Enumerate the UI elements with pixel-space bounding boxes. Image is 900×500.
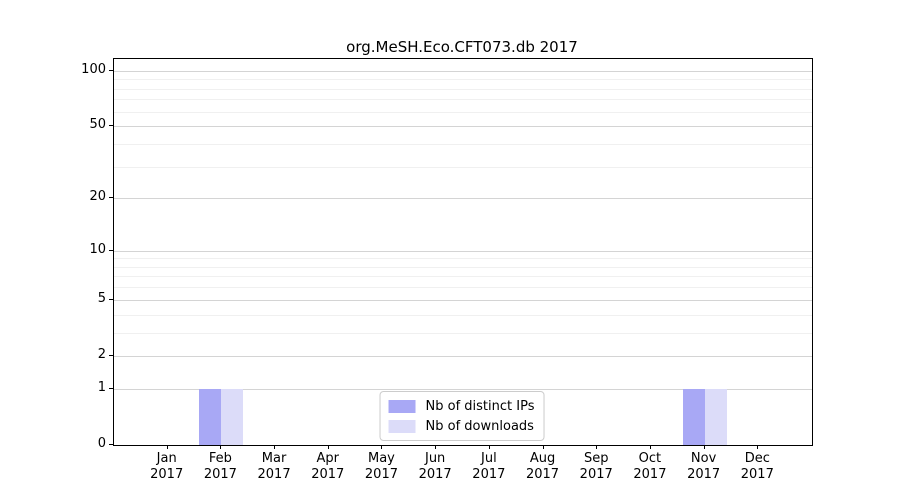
x-tick-month-dec: Dec xyxy=(744,451,770,466)
x-tick-year-sep: 2017 xyxy=(579,467,613,482)
y-tick-50 xyxy=(109,125,113,127)
legend-swatch-distinct-ips xyxy=(388,399,416,413)
chart-title: org.MeSH.Eco.CFT073.db 2017 xyxy=(346,38,578,56)
x-tick-year-oct: 2017 xyxy=(633,467,667,482)
gridline-minor-y-3 xyxy=(114,332,812,334)
legend-label-downloads: Nb of downloads xyxy=(425,418,534,434)
x-tick-month-feb: Feb xyxy=(208,451,232,466)
x-tick-year-dec: 2017 xyxy=(740,467,774,482)
y-tick-label-20: 20 xyxy=(89,189,106,205)
x-tick-label-aug: Aug 2017 xyxy=(511,451,575,483)
plot-area xyxy=(113,58,813,446)
x-tick-year-jul: 2017 xyxy=(472,467,506,482)
bar-feb-distinct-ips xyxy=(199,388,222,445)
x-tick-sep xyxy=(596,445,598,449)
y-tick-label-50: 50 xyxy=(89,117,106,133)
x-tick-aug xyxy=(542,445,544,449)
y-tick-0 xyxy=(109,444,113,445)
x-tick-month-aug: Aug xyxy=(529,451,556,466)
legend-label-distinct-ips: Nb of distinct IPs xyxy=(425,398,535,414)
x-tick-year-aug: 2017 xyxy=(525,467,560,482)
x-tick-label-oct: Oct 2017 xyxy=(618,451,682,483)
y-tick-label-5: 5 xyxy=(97,290,106,306)
x-tick-year-jun: 2017 xyxy=(418,467,452,482)
y-tick-5 xyxy=(109,298,113,300)
x-tick-label-feb: Feb 2017 xyxy=(188,451,252,483)
x-tick-year-feb: 2017 xyxy=(203,467,237,482)
x-tick-dec xyxy=(757,445,759,449)
gridline-minor-y-9 xyxy=(114,258,812,260)
gridline-major-y-1 xyxy=(114,388,812,390)
x-tick-month-oct: Oct xyxy=(638,451,662,466)
gridline-minor-y-4 xyxy=(114,314,812,316)
x-tick-month-may: May xyxy=(368,451,395,466)
gridline-minor-y-80 xyxy=(114,88,812,90)
gridline-major-y-100 xyxy=(114,70,812,72)
x-tick-jul xyxy=(488,445,490,449)
gridline-minor-y-8 xyxy=(114,266,812,268)
x-tick-oct xyxy=(649,445,651,449)
y-tick-20 xyxy=(109,197,113,199)
legend-item-downloads: Nb of downloads xyxy=(388,416,535,436)
x-tick-month-apr: Apr xyxy=(316,451,340,466)
y-tick-label-2: 2 xyxy=(97,346,106,362)
bar-nov-downloads xyxy=(704,388,727,445)
x-tick-year-mar: 2017 xyxy=(257,467,291,482)
y-tick-label-0: 0 xyxy=(97,436,106,451)
gridline-major-y-10 xyxy=(114,250,812,252)
x-tick-label-may: May 2017 xyxy=(349,451,413,483)
x-tick-month-mar: Mar xyxy=(261,451,287,466)
x-tick-label-jun: Jun 2017 xyxy=(403,451,467,483)
x-tick-label-mar: Mar 2017 xyxy=(242,451,306,483)
x-tick-month-jul: Jul xyxy=(481,451,497,466)
gridline-minor-y-90 xyxy=(114,79,812,81)
x-tick-label-apr: Apr 2017 xyxy=(296,451,360,483)
x-tick-year-nov: 2017 xyxy=(687,467,721,482)
x-tick-month-jan: Jan xyxy=(156,451,177,466)
x-tick-label-jan: Jan 2017 xyxy=(135,451,199,483)
y-tick-label-1: 1 xyxy=(97,379,106,395)
x-tick-year-apr: 2017 xyxy=(311,467,345,482)
gridline-minor-y-30 xyxy=(114,166,812,168)
x-tick-month-sep: Sep xyxy=(583,451,609,466)
legend-item-distinct-ips: Nb of distinct IPs xyxy=(388,396,535,416)
bar-feb-downloads xyxy=(221,388,244,445)
gridline-major-y-50 xyxy=(114,126,812,128)
x-tick-may xyxy=(381,445,383,449)
x-tick-month-jun: Jun xyxy=(424,451,446,466)
gridline-minor-y-70 xyxy=(114,99,812,101)
x-tick-year-may: 2017 xyxy=(364,467,398,482)
gridline-major-y-20 xyxy=(114,198,812,200)
x-tick-label-nov: Nov 2017 xyxy=(672,451,736,483)
x-tick-year-jan: 2017 xyxy=(150,467,184,482)
gridline-minor-y-40 xyxy=(114,143,812,145)
legend: Nb of distinct IPs Nb of downloads xyxy=(379,391,545,441)
x-tick-label-jul: Jul 2017 xyxy=(457,451,521,483)
x-tick-mar xyxy=(274,445,276,449)
gridline-minor-y-6 xyxy=(114,287,812,289)
y-tick-10 xyxy=(109,249,113,251)
x-tick-apr xyxy=(327,445,329,449)
x-tick-feb xyxy=(220,445,222,449)
y-tick-label-10: 10 xyxy=(89,241,106,257)
y-tick-2 xyxy=(109,354,113,356)
legend-swatch-downloads xyxy=(388,419,416,433)
x-tick-jan xyxy=(166,445,168,449)
x-tick-label-dec: Dec 2017 xyxy=(725,451,789,483)
x-tick-nov xyxy=(703,445,705,449)
x-tick-month-nov: Nov xyxy=(690,451,717,466)
gridline-major-y-5 xyxy=(114,299,812,301)
bar-nov-distinct-ips xyxy=(682,388,705,445)
x-tick-jun xyxy=(435,445,437,449)
y-tick-100 xyxy=(109,69,113,71)
gridline-major-y-2 xyxy=(114,355,812,357)
y-tick-label-100: 100 xyxy=(81,61,106,77)
gridline-minor-y-60 xyxy=(114,111,812,113)
gridline-minor-y-7 xyxy=(114,276,812,278)
y-tick-1 xyxy=(109,387,113,389)
x-tick-label-sep: Sep 2017 xyxy=(564,451,628,483)
